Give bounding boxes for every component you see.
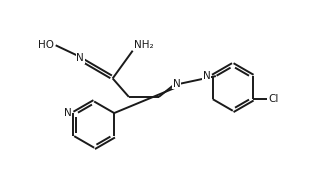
Text: NH₂: NH₂: [134, 40, 154, 50]
Text: N: N: [76, 53, 84, 63]
Text: N: N: [173, 79, 180, 89]
Text: Cl: Cl: [268, 94, 278, 104]
Text: HO: HO: [38, 40, 54, 50]
Text: N: N: [203, 71, 211, 81]
Text: N: N: [64, 108, 72, 118]
